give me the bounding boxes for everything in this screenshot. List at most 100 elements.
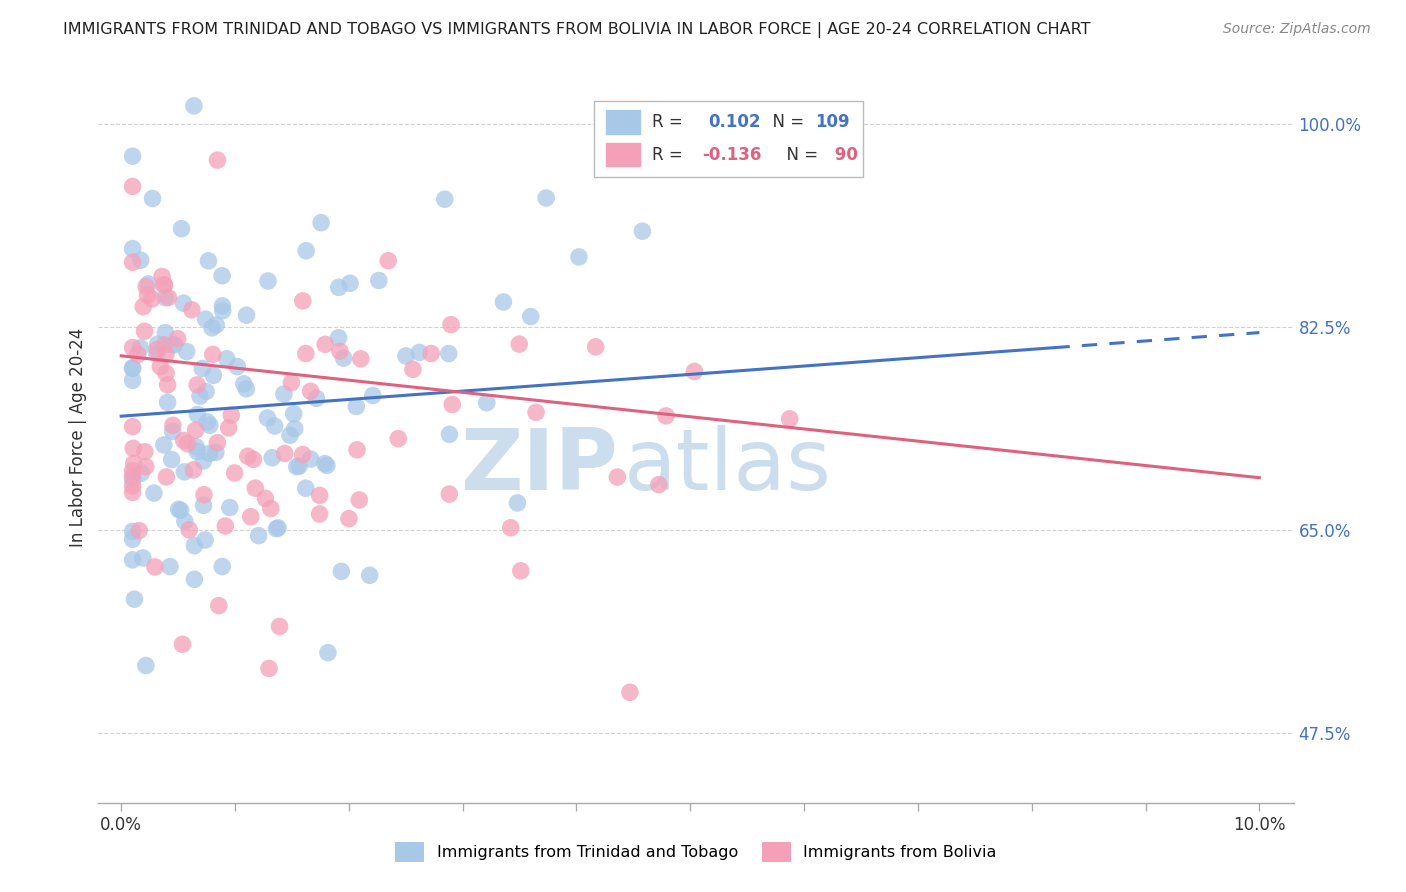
Point (308, 507, 330, 521)
Point (377, 253, 399, 268)
Point (201, 321, 224, 335)
Point (492, 295, 515, 310)
Point (135, 279, 157, 293)
Point (359, 568, 381, 582)
Point (138, 277, 160, 291)
Point (568, 250, 591, 264)
Point (235, 308, 257, 322)
Point (242, 452, 264, 467)
Point (207, 435, 229, 450)
Point (198, 418, 221, 433)
Point (387, 432, 409, 446)
Point (631, 224, 654, 238)
Point (156, 377, 179, 392)
Point (141, 292, 163, 306)
Point (183, 99, 205, 113)
Point (284, 422, 307, 436)
Point (299, 384, 322, 399)
Point (153, 338, 176, 352)
Point (186, 444, 208, 458)
Point (143, 560, 166, 574)
Point (524, 405, 547, 419)
Point (506, 496, 529, 510)
Point (344, 400, 367, 414)
Point (155, 347, 177, 361)
Point (224, 466, 246, 480)
Point (183, 572, 205, 586)
Point (180, 302, 202, 317)
Point (155, 470, 177, 484)
Point (153, 277, 176, 292)
Point (508, 337, 530, 351)
Point (143, 486, 166, 500)
Point (211, 268, 233, 283)
Text: 90: 90 (828, 145, 858, 164)
Point (779, 412, 801, 426)
Point (408, 345, 430, 359)
Point (186, 408, 208, 422)
Point (256, 411, 278, 425)
Point (330, 565, 353, 579)
Point (135, 658, 157, 673)
Point (191, 361, 214, 376)
Point (245, 481, 267, 495)
Point (188, 389, 211, 403)
Point (201, 347, 224, 361)
Point (288, 459, 311, 474)
Point (155, 367, 177, 381)
Point (211, 299, 233, 313)
Point (655, 409, 678, 423)
Point (146, 347, 169, 361)
Point (316, 646, 339, 660)
Point (361, 388, 384, 402)
Point (218, 421, 240, 435)
Point (195, 415, 218, 429)
Point (121, 479, 143, 493)
Point (167, 502, 190, 516)
Point (299, 452, 322, 467)
Point (194, 312, 217, 326)
Point (211, 303, 233, 318)
Point (121, 373, 143, 387)
Point (162, 418, 184, 433)
Point (475, 395, 498, 409)
Point (439, 427, 461, 442)
Point (280, 376, 302, 390)
Point (132, 300, 155, 314)
Point (170, 221, 193, 235)
Point (160, 337, 183, 351)
Point (155, 326, 177, 340)
Point (198, 446, 221, 460)
Point (499, 521, 522, 535)
Point (218, 500, 240, 515)
Text: N =: N = (776, 145, 824, 164)
Point (309, 216, 332, 230)
Point (295, 244, 318, 258)
Point (173, 434, 195, 448)
Point (160, 452, 183, 467)
Point (134, 324, 156, 338)
Point (346, 442, 368, 457)
Point (585, 340, 607, 354)
Point (121, 419, 143, 434)
Point (278, 428, 301, 442)
Point (350, 351, 373, 366)
Point (153, 278, 176, 293)
Y-axis label: In Labor Force | Age 20-24: In Labor Force | Age 20-24 (69, 327, 87, 547)
Point (173, 465, 195, 479)
Point (232, 376, 254, 391)
Point (122, 442, 145, 456)
Point (135, 459, 157, 474)
Point (179, 523, 201, 537)
Text: atlas: atlas (624, 425, 832, 508)
Point (208, 599, 231, 613)
Point (121, 524, 143, 539)
Point (683, 364, 706, 378)
Text: R =: R = (652, 112, 693, 131)
Point (121, 485, 143, 500)
Text: 109: 109 (815, 112, 851, 131)
Point (305, 392, 328, 406)
Point (328, 280, 350, 294)
Point (166, 332, 188, 346)
Point (202, 368, 225, 383)
